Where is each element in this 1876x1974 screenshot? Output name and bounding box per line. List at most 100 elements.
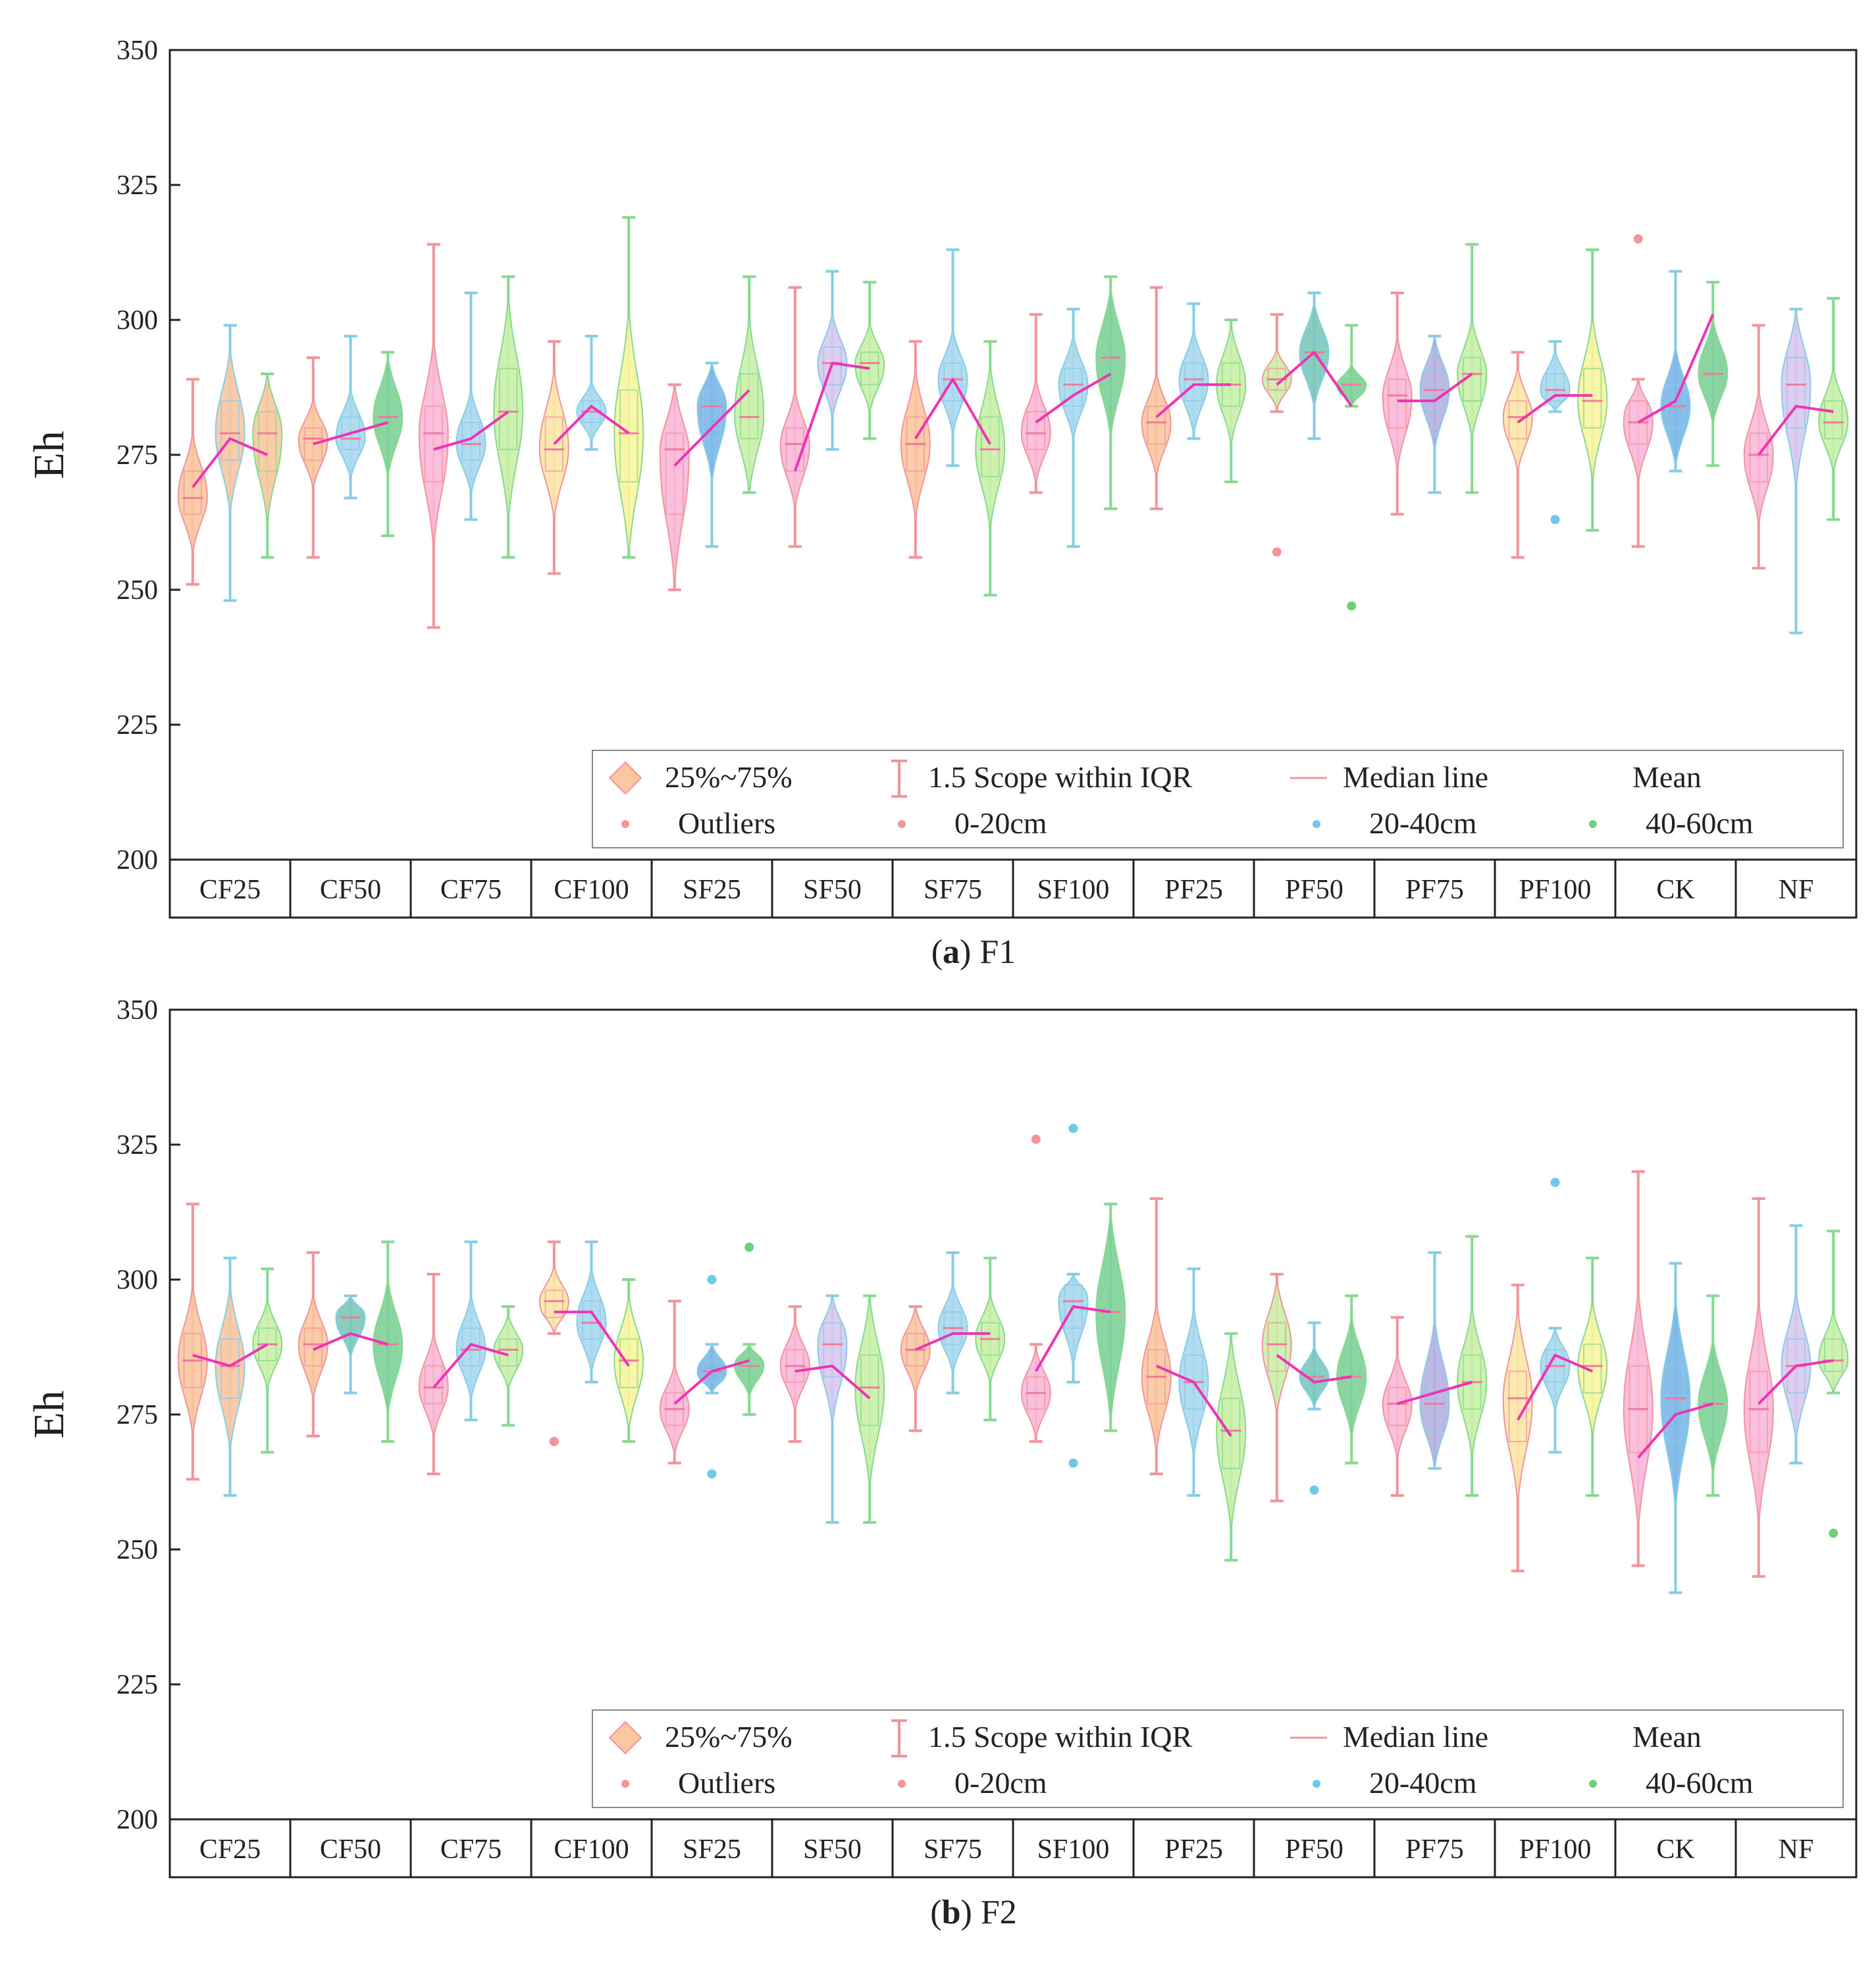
violin-body — [177, 432, 208, 554]
legend-symbol-iqr — [608, 761, 642, 795]
violin-body — [1382, 1353, 1413, 1460]
outlier-point — [1550, 515, 1560, 525]
violin-body — [659, 384, 690, 587]
violin-body — [215, 1285, 246, 1452]
violin-body — [418, 1332, 449, 1438]
violin-body — [493, 296, 524, 523]
mean-line — [793, 361, 870, 472]
violin-group-cf50 — [298, 1240, 404, 1443]
violin-body — [1457, 319, 1488, 440]
y-tick-label: 200 — [117, 845, 158, 875]
mean-line — [432, 1343, 509, 1389]
mean-line — [1276, 1354, 1352, 1384]
violin-body — [576, 1266, 607, 1374]
violin-body — [1623, 379, 1654, 483]
violin-body — [456, 1293, 486, 1401]
iqr-box — [1824, 400, 1843, 440]
category-label: CF50 — [320, 1834, 381, 1865]
violin-group-pf25 — [1141, 1197, 1247, 1562]
iqr-box — [1749, 432, 1768, 483]
legend-label-depth: 40-60cm — [1646, 1766, 1754, 1800]
violin-body — [215, 347, 246, 514]
iqr-box — [1388, 378, 1407, 429]
violin-body — [538, 1266, 569, 1336]
violin-body — [1261, 1279, 1292, 1415]
legend-frame — [592, 1709, 1844, 1808]
caption-paren-close: ) — [961, 1894, 981, 1931]
outlier-point — [1031, 1134, 1041, 1144]
category-label: CF25 — [199, 1834, 261, 1865]
iqr-box — [1101, 335, 1120, 391]
caption-paren-open: ( — [930, 1894, 941, 1931]
iqr-box — [582, 1300, 601, 1340]
violin-body — [1660, 1297, 1691, 1510]
outlier-point — [707, 1469, 717, 1479]
mean-line — [1637, 314, 1715, 424]
violin-body — [373, 1279, 404, 1415]
iqr-box — [1824, 1338, 1843, 1372]
caption-letter: b — [942, 1894, 961, 1931]
iqr-box — [1388, 1387, 1407, 1426]
outlier-point — [744, 1242, 754, 1252]
violin-group-pf100 — [1502, 248, 1608, 559]
iqr-box — [1064, 367, 1083, 407]
iqr-box — [1222, 1397, 1241, 1469]
violin-body — [1141, 372, 1172, 479]
legend-symbol-dot — [1313, 820, 1320, 828]
y-tick-label: 250 — [117, 575, 158, 606]
mean-line — [313, 421, 388, 446]
violin-body — [817, 1295, 848, 1426]
category-label: PF100 — [1519, 875, 1592, 905]
legend-label-depth: 40-60cm — [1646, 806, 1754, 840]
iqr-box — [1583, 367, 1602, 429]
caption-name: F2 — [981, 1894, 1017, 1931]
violin-body — [1781, 309, 1811, 492]
violin-body — [613, 1295, 644, 1432]
category-label: CF75 — [440, 1834, 502, 1865]
iqr-box — [1666, 1365, 1685, 1442]
mean-line — [1517, 1353, 1594, 1421]
violin-body — [1577, 1300, 1608, 1437]
mean-line — [1155, 1364, 1232, 1437]
violin-group-pf50 — [1261, 292, 1367, 611]
iqr-box — [619, 389, 638, 482]
category-label: SF75 — [924, 1834, 982, 1865]
outlier-point — [1633, 234, 1643, 244]
legend-label-iqr: 25%~75% — [665, 1720, 793, 1753]
mean-line — [192, 437, 269, 488]
iqr-box — [378, 1322, 398, 1372]
violin-body — [1095, 1211, 1126, 1424]
mean-line — [1758, 1359, 1834, 1405]
violin-group-sf75 — [900, 248, 1006, 597]
iqr-box — [1508, 400, 1527, 440]
caption-paren-open: ( — [931, 933, 943, 971]
y-tick-label: 275 — [117, 1400, 158, 1430]
legend-label-outliers: Outliers — [678, 1766, 775, 1800]
violin-body — [1216, 1335, 1247, 1532]
iqr-box — [1425, 1370, 1444, 1432]
category-label: CK — [1656, 875, 1694, 905]
iqr-box — [183, 470, 202, 515]
legend-label-depth: 20-40cm — [1369, 1766, 1477, 1800]
mean-line — [914, 378, 991, 445]
outlier-point — [1550, 1178, 1560, 1187]
iqr-box — [702, 389, 721, 440]
legend-label-whisker: 1.5 Scope within IQR — [928, 760, 1193, 794]
iqr-box — [619, 1338, 638, 1388]
violin-group-cf25 — [177, 324, 283, 602]
violin-body — [493, 1314, 524, 1391]
plot-frame — [169, 1008, 1858, 1821]
mean-line — [1035, 373, 1112, 424]
y-tick-label: 225 — [117, 1670, 158, 1700]
violin-body — [696, 363, 727, 482]
mean-line — [433, 410, 509, 451]
category-label: NF — [1779, 1834, 1814, 1865]
y-tick-label: 350 — [117, 36, 158, 66]
outlier-point — [1068, 1124, 1078, 1133]
iqr-box — [981, 416, 1000, 477]
violin-body — [1540, 1328, 1571, 1412]
y-axis-label: Eh — [25, 430, 73, 479]
violin-group-pf50 — [1261, 1272, 1367, 1503]
iqr-box — [823, 346, 842, 386]
legend-symbol-dot — [898, 1780, 906, 1788]
